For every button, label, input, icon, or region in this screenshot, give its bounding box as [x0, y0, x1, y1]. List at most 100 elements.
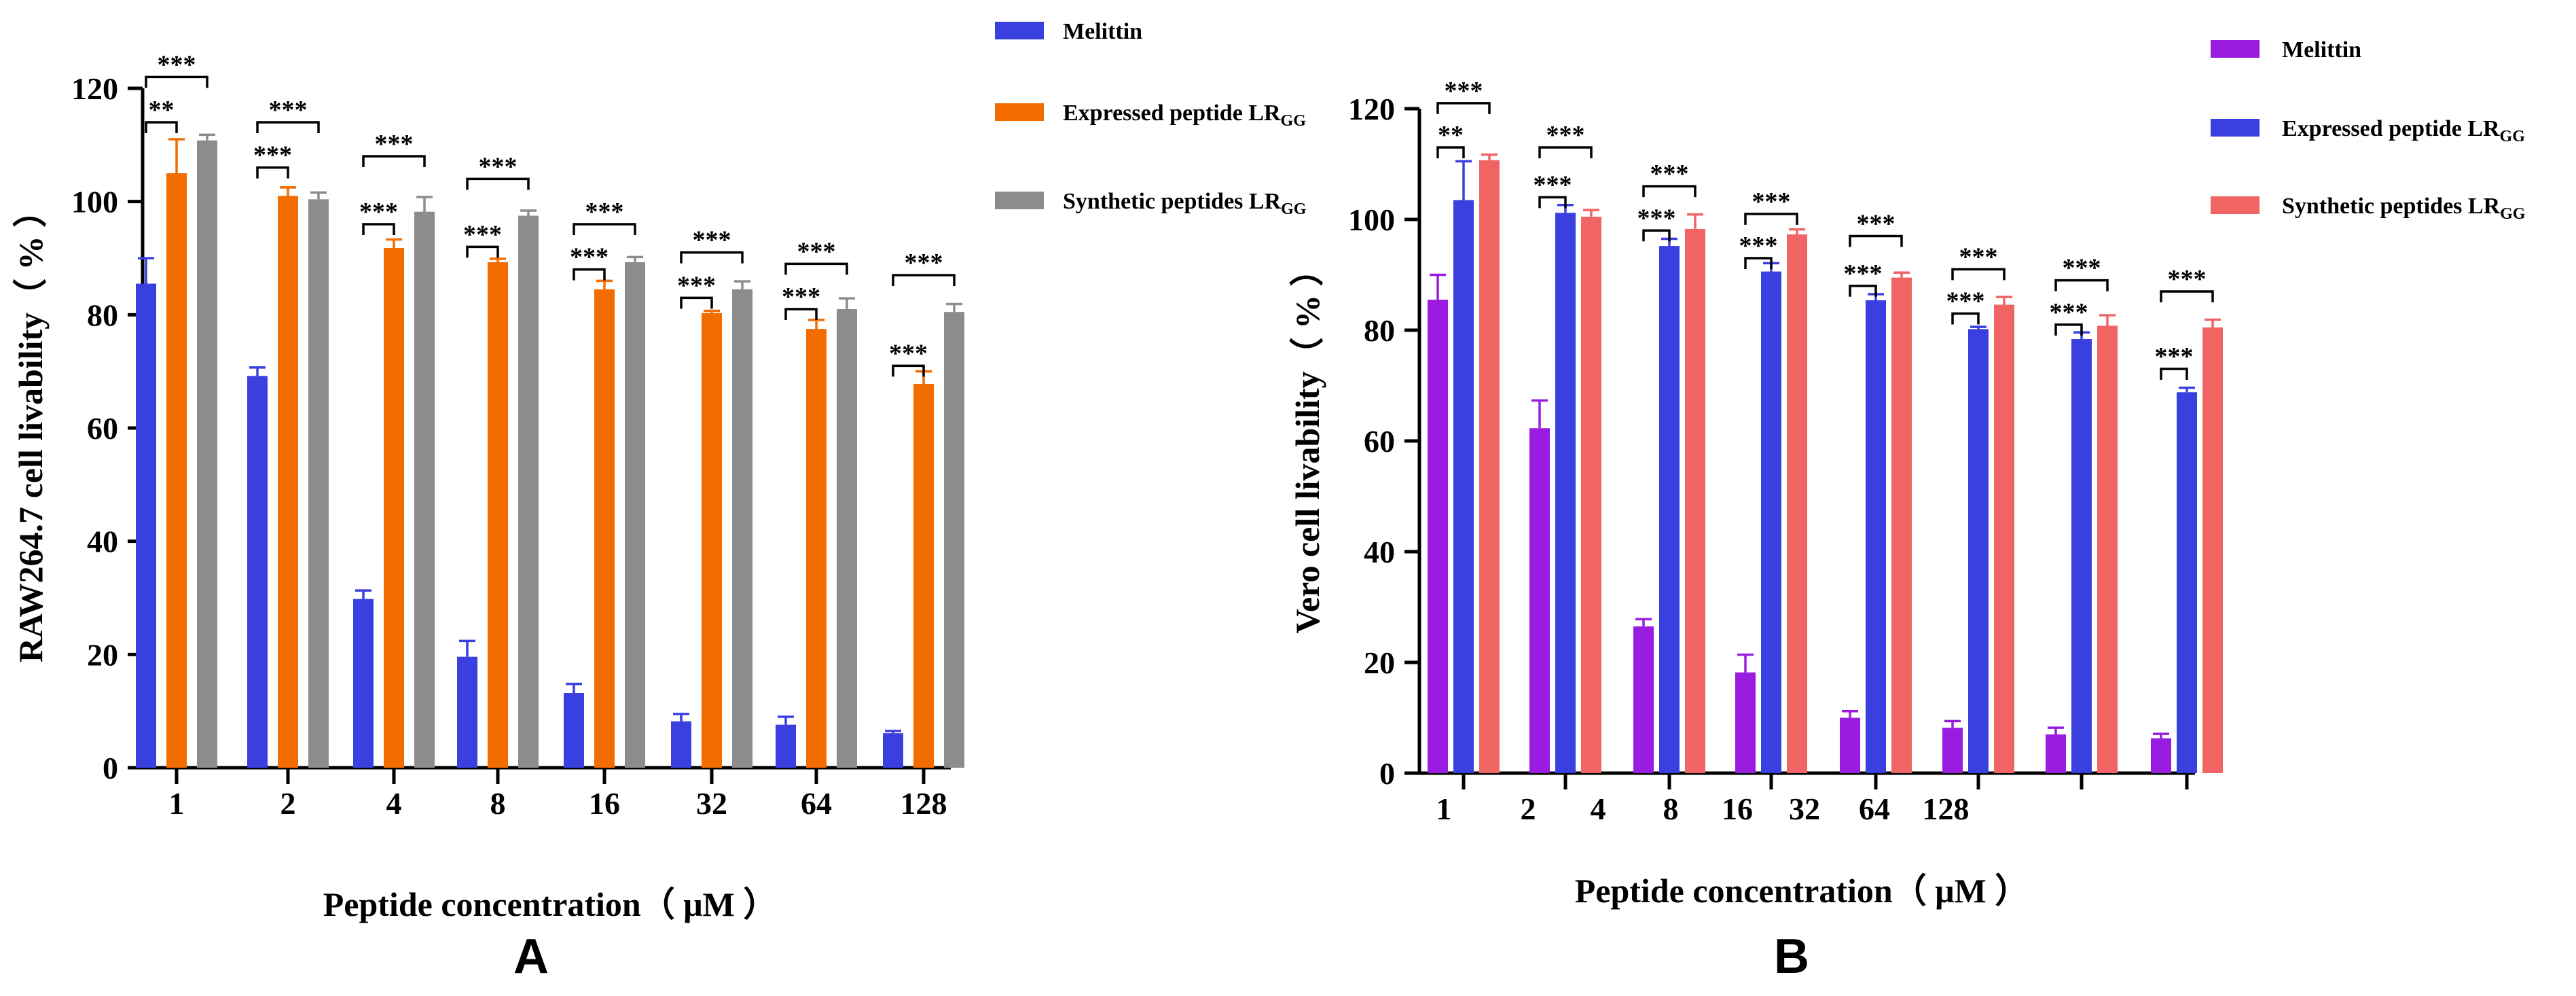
panel-b-significance-bracket [1744, 213, 1798, 225]
panel-a-legend-swatch [995, 103, 1044, 121]
panel-a-bar [806, 329, 827, 768]
panel-b-bar [1453, 200, 1474, 774]
panel-b-legend-swatch [2211, 40, 2260, 58]
panel-b-significance-bracket [1951, 268, 2006, 281]
panel-b-significance-label: *** [1445, 77, 1483, 105]
panel-a-legend-swatch [995, 22, 1044, 39]
panel-b-bar [1968, 329, 1989, 773]
panel-b-bar [1555, 213, 1576, 774]
panel-a-legend-label: Melittin [1063, 19, 1142, 44]
panel-b-significance-label: *** [1650, 160, 1689, 188]
panel-b-significance-bracket [1642, 229, 1671, 242]
panel-b-y-tick-label: 80 [1364, 313, 1395, 348]
panel-a-significance-label: *** [253, 141, 292, 170]
panel-a-bar [488, 262, 508, 768]
panel-b-significance-bracket [1436, 146, 1465, 159]
panel-a-x-tick-label: 8 [490, 786, 506, 821]
panel-b-bar [1994, 304, 2014, 773]
panel-b-bar [1581, 216, 1601, 773]
panel-a-significance-bracket [892, 364, 925, 377]
panel-a-legend-label: Expressed peptide LRGG [1063, 101, 1306, 130]
panel-b-significance-label: *** [1637, 204, 1676, 232]
panel-b-bar [1891, 277, 1912, 773]
panel-a-significance-label: *** [479, 152, 518, 181]
panel-a-bar [702, 313, 722, 768]
panel-b-bar [1866, 300, 1886, 773]
panel-b-bar [1735, 672, 1756, 773]
panel-a-bar [278, 196, 298, 768]
panel-a-significance-label: ** [149, 96, 175, 124]
panel-a-bar [564, 693, 584, 768]
panel-a-bar [247, 376, 268, 768]
panel-b-significance-label: *** [1844, 260, 1883, 288]
panel-a-legend-swatch [995, 192, 1044, 209]
panel-b-y-tick-label: 20 [1364, 645, 1395, 680]
panel-b-bar [2071, 339, 2092, 773]
panel-b-significance-bracket [1951, 312, 1980, 325]
panel-b-bar [1659, 246, 1680, 773]
panel-a-x-tick-label: 128 [901, 786, 947, 821]
panel-b-x-tick-label: 16 [1722, 792, 1753, 826]
panel-a-significance-bracket [573, 268, 606, 281]
panel-a-y-axis-title: RAW264.7 cell livability（ % ） [12, 194, 50, 662]
panel-a-bar [308, 199, 329, 768]
panel-b-legend-label: Synthetic peptides LRGG [2282, 194, 2526, 223]
panel-b-significance-label: *** [1752, 188, 1791, 216]
panel-a-y-tick-label: 0 [103, 751, 118, 785]
panel-b-significance-label: *** [1739, 232, 1778, 260]
panel-b-significance-label: *** [1857, 209, 1895, 238]
panel-b-significance-bracket [2160, 368, 2188, 380]
panel-b-y-tick-label: 60 [1364, 424, 1395, 459]
panel-a-significance-bracket [784, 308, 818, 320]
panel-a-x-tick-label: 64 [801, 786, 832, 821]
panel-b-y-tick-label: 0 [1379, 756, 1395, 791]
panel-b-bar [1479, 160, 1500, 774]
panel-b-x-tick-label: 64 [1859, 792, 1890, 826]
panel-a-bar [837, 309, 857, 768]
panel-a-significance-label: *** [570, 243, 609, 272]
panel-b-x-axis-title: Peptide concentration（ μM ） [1575, 872, 2029, 910]
panel-b-legend-label: Melittin [2282, 37, 2361, 63]
panel-b-bar [2046, 734, 2066, 773]
panel-b-significance-label: *** [1534, 171, 1572, 199]
panel-b-y-axis-title: Vero cell livability（ % ） [1288, 252, 1326, 633]
panel-b-bar [1942, 728, 1963, 773]
panel-a-significance-bracket [466, 177, 530, 190]
panel-b-y-tick-label: 120 [1348, 92, 1395, 126]
panel-a-bar [197, 140, 217, 768]
panel-a-label: A [513, 929, 549, 984]
panel-a-bar [384, 248, 404, 768]
panel-b-bar [2202, 327, 2223, 773]
panel-a-significance-bracket [256, 166, 289, 179]
panel-a-bar [883, 733, 903, 768]
panel-a-significance-label: *** [269, 96, 308, 124]
panel-a-x-tick-label: 16 [589, 786, 620, 821]
panel-a-significance-label: *** [693, 226, 731, 255]
panel-a-x-axis-title: Peptide concentration（ μM ） [323, 885, 778, 923]
panel-a-significance-bracket [145, 121, 178, 133]
panel-b-significance-bracket [2054, 279, 2109, 291]
panel-a-bar [732, 289, 752, 768]
panel-b-significance-label: *** [1546, 121, 1585, 149]
panel-b-significance-bracket [1436, 102, 1491, 114]
panel-a-significance-bracket [362, 223, 395, 235]
panel-a-significance-bracket [784, 262, 848, 275]
panel-a-significance-bracket [892, 274, 956, 286]
panel-b-significance-bracket [2160, 290, 2214, 302]
panel-b-significance-bracket [2054, 323, 2083, 336]
panel-a-bar [625, 262, 645, 768]
panel-a-significance-bracket [145, 75, 208, 88]
panel-a-bar [414, 211, 435, 768]
panel-b-significance-label: *** [1946, 287, 1985, 316]
panel-a-significance-label: *** [677, 271, 716, 300]
panel-a-y-tick-label: 20 [87, 637, 118, 672]
panel-a-y-tick-label: 80 [87, 298, 118, 332]
panel-a-significance-bracket [362, 155, 426, 167]
panel-b-legend-swatch [2211, 119, 2260, 137]
panel-b-legend-swatch [2211, 196, 2260, 214]
panel-b-x-tick-label: 1 [1436, 792, 1452, 826]
panel-b-x-tick-label: 128 [1923, 792, 1970, 826]
panel-a-significance-bracket [573, 223, 636, 235]
panel-a-x-tick-label: 32 [696, 786, 727, 821]
panel-a-significance-label: *** [158, 50, 196, 79]
